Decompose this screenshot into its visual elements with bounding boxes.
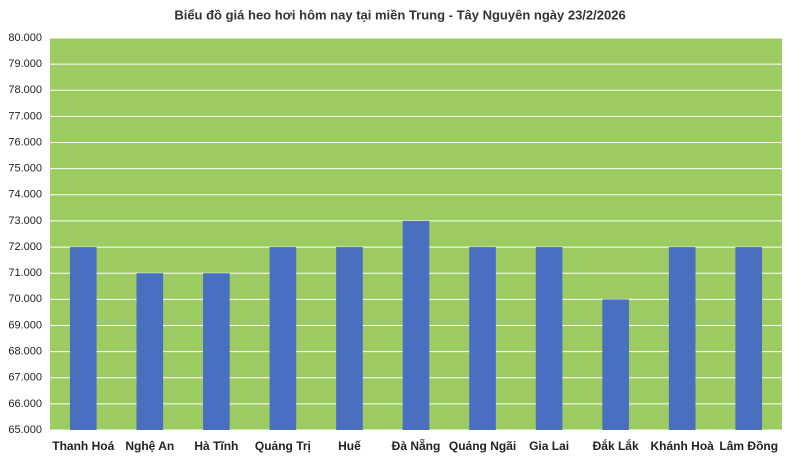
- bar: [402, 220, 430, 430]
- x-tick-label: Huế: [338, 439, 361, 453]
- x-tick-label: Thanh Hoá: [52, 439, 114, 453]
- bar: [136, 273, 164, 430]
- bar: [269, 247, 297, 430]
- x-tick-label: Nghệ An: [125, 439, 174, 453]
- y-tick-label: 78.000: [8, 84, 42, 96]
- chart-title: Biểu đồ giá heo hơi hôm nay tại miền Tru…: [174, 7, 625, 22]
- bar: [668, 247, 696, 430]
- y-tick-label: 77.000: [8, 110, 42, 122]
- y-tick-label: 71.000: [8, 267, 42, 279]
- y-tick-label: 68.000: [8, 346, 42, 358]
- x-tick-label: Đắk Lắk: [593, 438, 639, 453]
- x-tick-label: Lâm Đồng: [719, 439, 778, 453]
- bar: [336, 247, 363, 430]
- bar: [535, 247, 563, 430]
- y-tick-label: 76.000: [8, 136, 42, 148]
- y-tick-label: 79.000: [8, 58, 42, 70]
- x-tick-label: Đà Nẵng: [392, 438, 441, 453]
- y-tick-label: 67.000: [8, 372, 42, 384]
- y-tick-label: 65.000: [8, 424, 42, 436]
- bar: [735, 247, 763, 430]
- y-tick-label: 72.000: [8, 241, 42, 253]
- y-tick-label: 80.000: [8, 32, 42, 44]
- y-tick-label: 75.000: [8, 163, 42, 175]
- y-tick-label: 69.000: [8, 319, 42, 331]
- y-tick-label: 73.000: [8, 215, 42, 227]
- bar: [69, 247, 97, 430]
- y-tick-label: 66.000: [8, 398, 42, 410]
- y-tick-label: 70.000: [8, 293, 42, 305]
- x-tick-label: Gia Lai: [529, 439, 569, 453]
- x-tick-label: Quảng Trị: [255, 439, 311, 453]
- y-tick-label: 74.000: [8, 189, 42, 201]
- x-tick-label: Hà Tĩnh: [194, 439, 238, 453]
- x-tick-label: Khánh Hoà: [651, 439, 715, 453]
- bar: [203, 273, 230, 430]
- bar: [602, 299, 629, 430]
- bar: [469, 247, 496, 430]
- x-tick-label: Quảng Ngãi: [449, 439, 516, 453]
